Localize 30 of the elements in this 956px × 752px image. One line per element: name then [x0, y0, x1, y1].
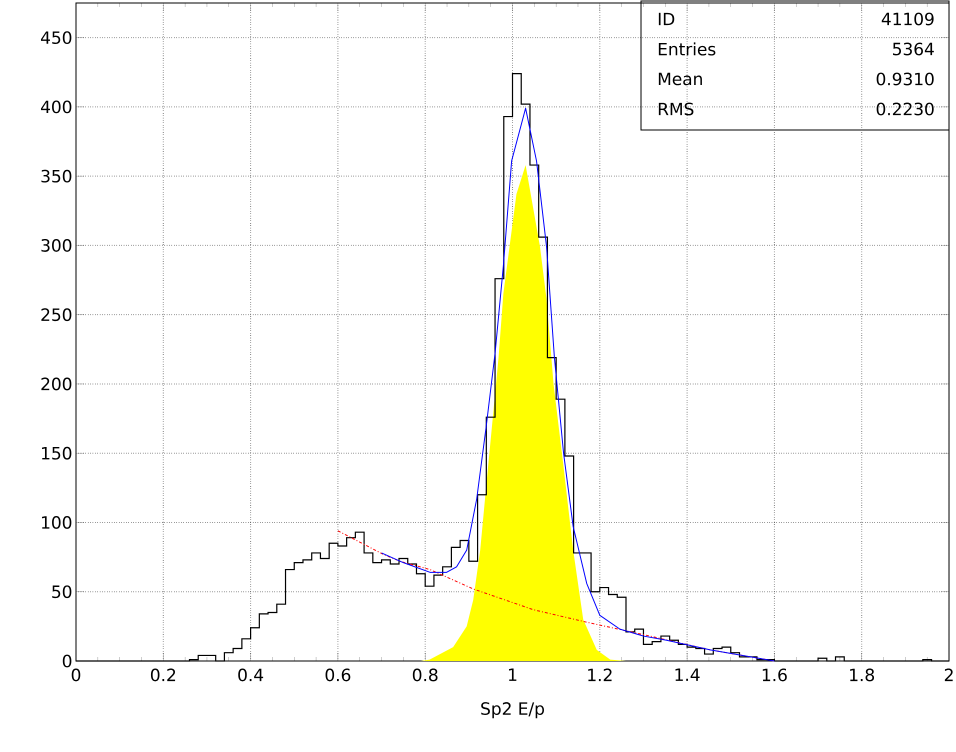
y-tick-label: 200 — [41, 378, 72, 390]
annotation: 41109 — [882, 12, 934, 26]
annotation: 0.2230 — [876, 102, 934, 116]
y-tick-label: 350 — [41, 170, 72, 183]
x-tick-label: 0.4 — [238, 668, 264, 682]
y-tick-label: 300 — [41, 239, 72, 252]
x-tick-label: 1.2 — [588, 668, 612, 682]
x-tick-label: 0 — [72, 668, 80, 682]
y-tick-label: 400 — [40, 100, 72, 114]
x-tick-label: 1.6 — [762, 668, 787, 682]
x-tick-label: 2 — [944, 668, 953, 682]
y-tick-label: 100 — [42, 516, 72, 529]
x-tick-label: 0.6 — [326, 668, 350, 682]
annotation: Entries — [658, 42, 716, 56]
annotation: RMS — [658, 102, 694, 116]
y-tick-label: 0 — [62, 654, 72, 668]
y-tick-label: 50 — [52, 585, 72, 598]
x-tick-label: 1 — [508, 668, 516, 681]
x-tick-label: 0.2 — [150, 668, 176, 682]
annotation: ID — [658, 12, 674, 26]
x-tick-label: 1.8 — [850, 668, 874, 682]
x-tick-label: 1.4 — [676, 668, 700, 681]
y-tick-label: 250 — [41, 308, 72, 322]
annotation: 5364 — [893, 42, 934, 56]
x-axis-title: Sp2 E/p — [481, 702, 544, 718]
x-tick-label: 0.8 — [412, 668, 438, 682]
annotation: 0.9310 — [876, 72, 934, 86]
y-tick-label: 150 — [42, 446, 72, 460]
y-tick-label: 450 — [40, 31, 72, 44]
annotation: Mean — [658, 72, 702, 86]
